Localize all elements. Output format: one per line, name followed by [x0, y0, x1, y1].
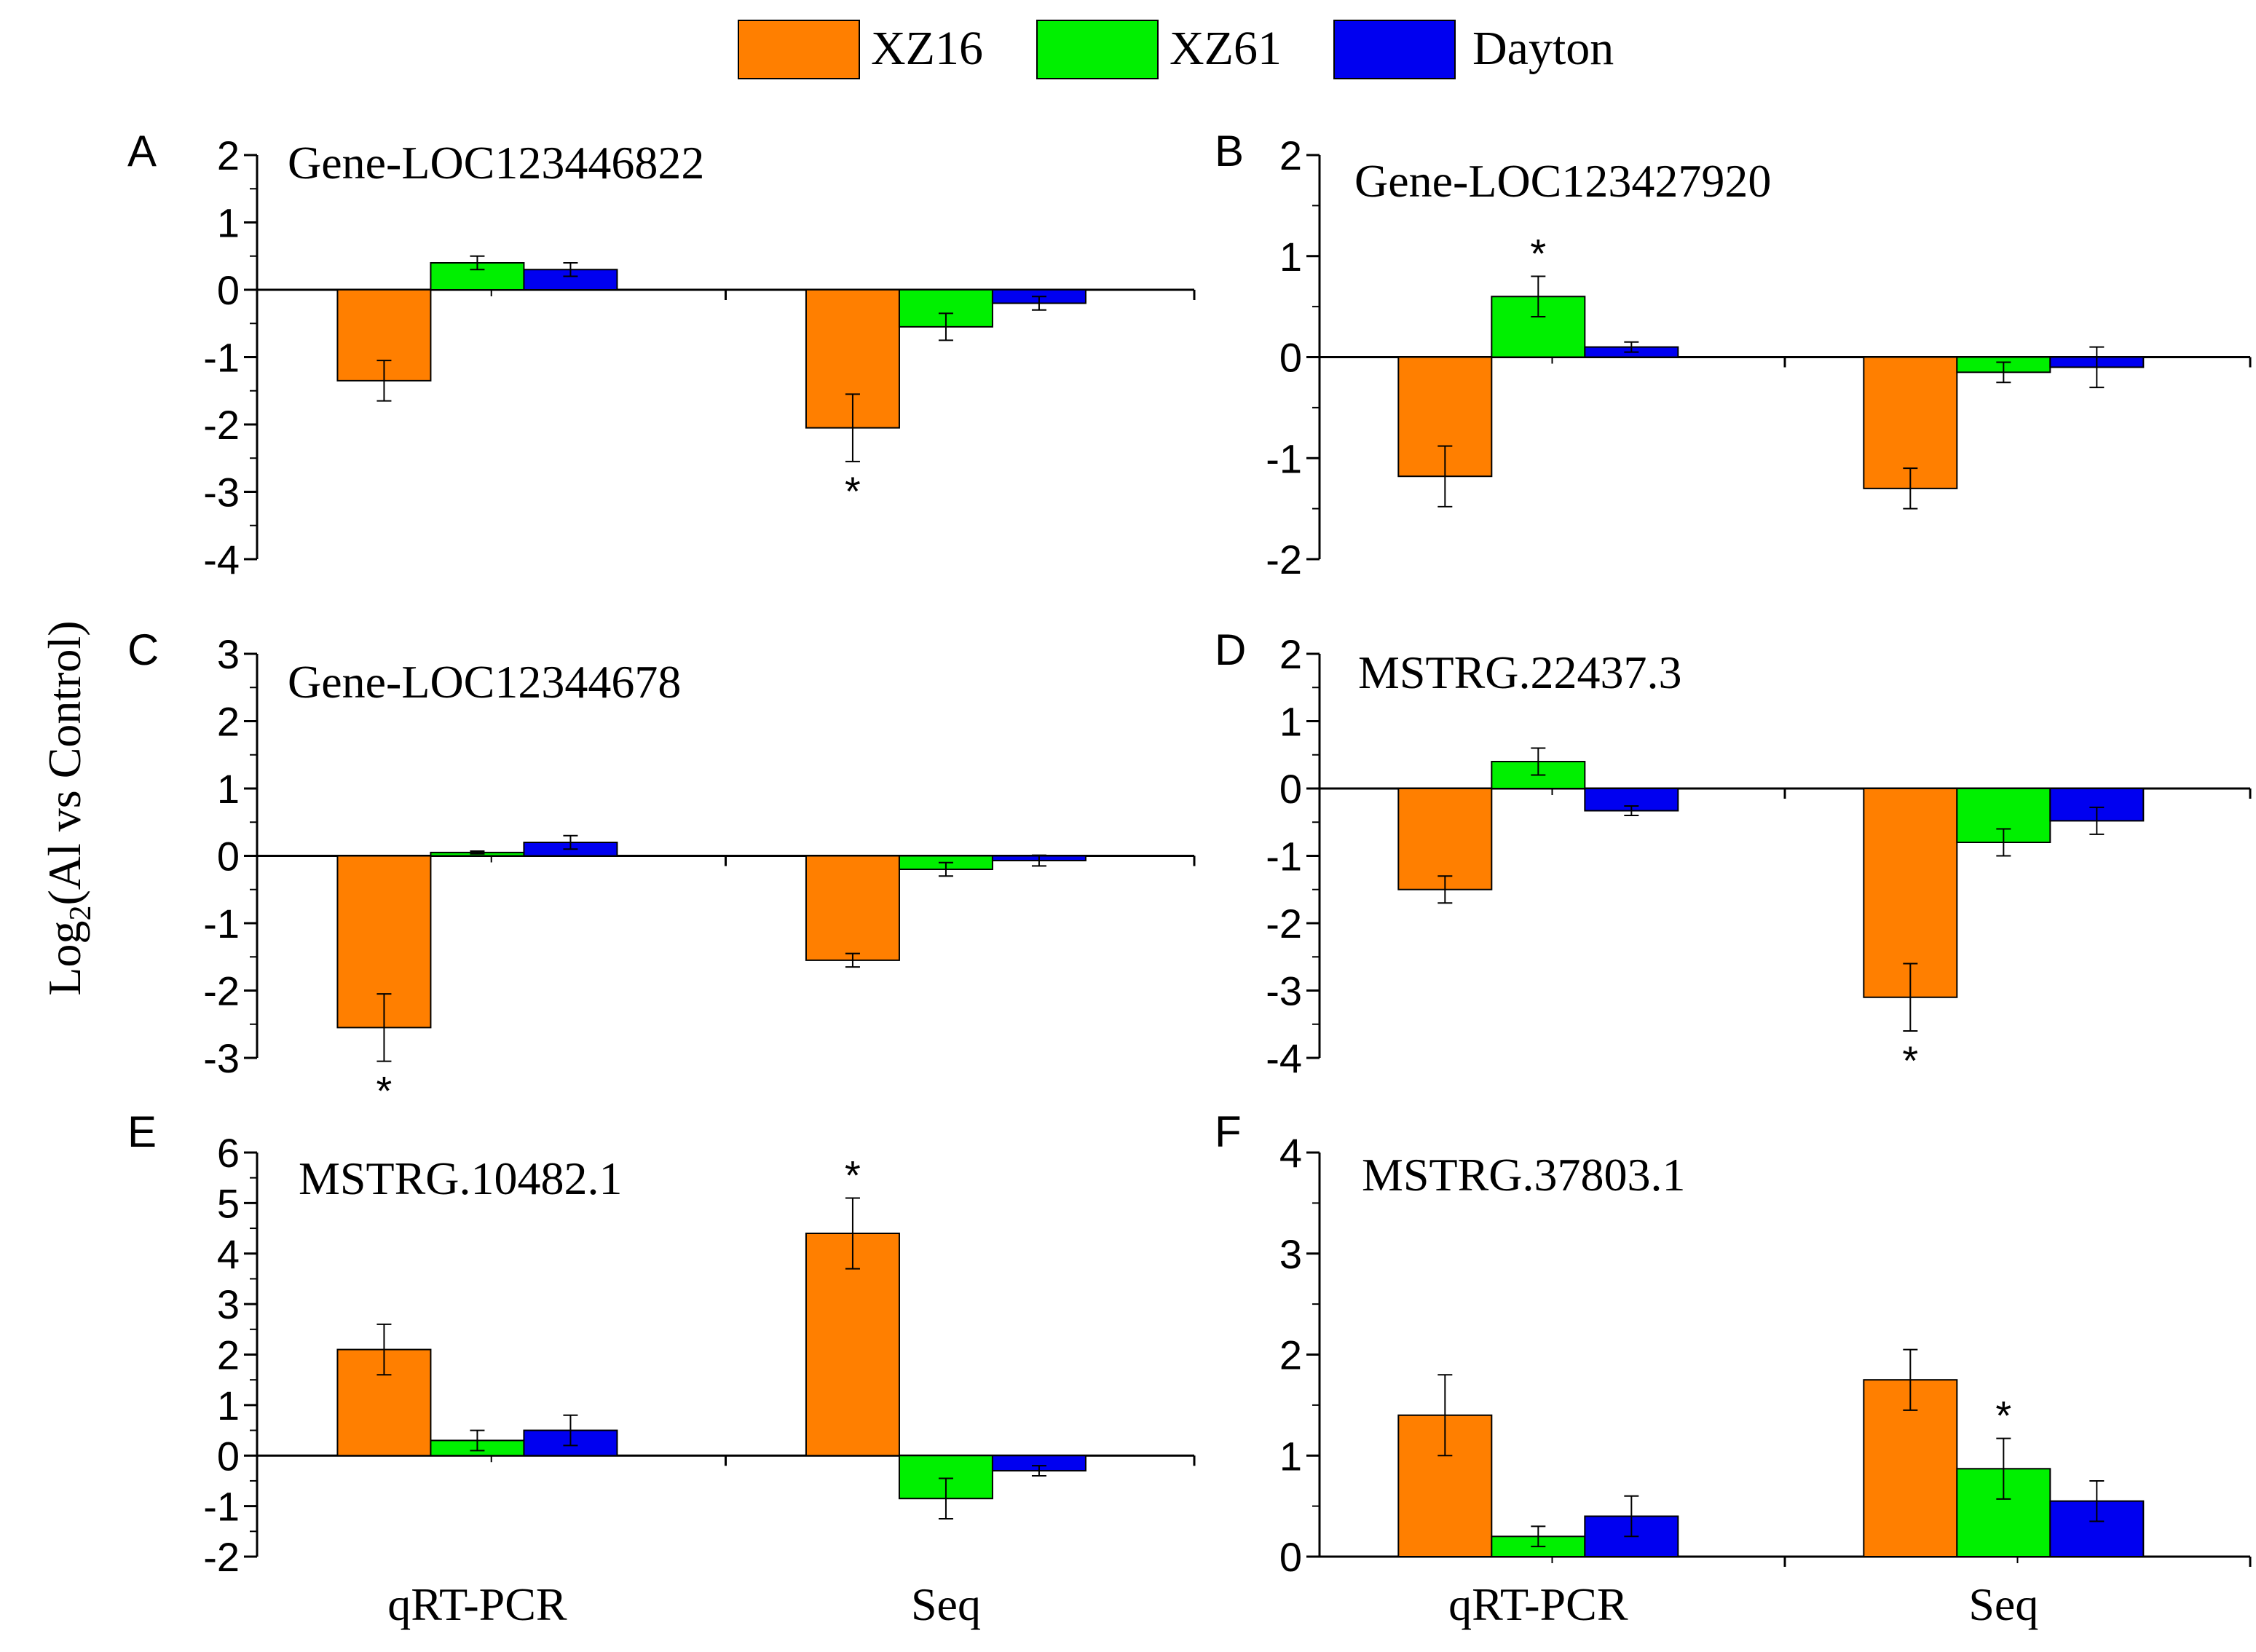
x-category-label: Seq	[911, 1578, 981, 1630]
panel-d: D MSTRG.22437.3 2 1 0 -1 -2 -3 -4 *	[1215, 625, 2252, 1083]
panels: A Gene-LOC123446822210-1-2-3-4*BGene-LOC1…	[127, 127, 2252, 1630]
significance-star: *	[1995, 1393, 2011, 1439]
y-tick-label: -2	[1266, 537, 1302, 582]
y-tick-label: 2	[1279, 631, 1302, 677]
legend-swatch-xz61	[1036, 20, 1159, 79]
y-tick-label: 4	[217, 1231, 240, 1277]
y-tick-label: 0	[217, 267, 240, 313]
bar-xz16-seq	[805, 855, 900, 961]
y-tick-label: -1	[203, 335, 240, 381]
panel-f: F MSTRG.37803.1 4 3 2 1 0 qRT-PCR * Seq	[1215, 1107, 2252, 1630]
y-axis-title-suffix: (Al vs Control)	[39, 620, 90, 905]
panel-letter: B	[1215, 127, 1244, 175]
y-tick-label: -2	[203, 402, 240, 448]
y-tick-label: -1	[203, 901, 240, 946]
panel-title: Gene-LOC123446822	[288, 137, 704, 189]
y-axis-title: Log2(Al vs Control)	[39, 620, 98, 995]
panel-letter: C	[127, 625, 159, 674]
y-axis-title-subscript: 2	[64, 906, 98, 921]
panel-title: MSTRG.22437.3	[1358, 647, 1682, 698]
legend: XZ16 XZ61 Dayton	[738, 20, 1614, 79]
y-tick-label: -3	[1266, 968, 1302, 1014]
legend-label-xz61: XZ61	[1170, 22, 1282, 75]
significance-star: *	[845, 1152, 861, 1198]
legend-swatch-dayton	[1333, 20, 1456, 79]
y-tick-label: 1	[1279, 1433, 1302, 1479]
y-tick-label: 0	[1279, 1534, 1302, 1580]
y-tick-label: 2	[1279, 133, 1302, 178]
y-tick-label: 2	[217, 133, 240, 178]
bar-xz16-seq	[1863, 356, 1958, 489]
y-tick-label: 0	[217, 834, 240, 880]
y-tick-label: 3	[1279, 1231, 1302, 1277]
y-tick-label: 2	[217, 699, 240, 745]
y-tick-label: 3	[217, 1281, 240, 1327]
panel-letter: A	[127, 127, 157, 175]
y-tick-label: 1	[217, 200, 240, 246]
y-tick-label: -2	[203, 1534, 240, 1580]
y-tick-label: 2	[217, 1332, 240, 1378]
panel-title: MSTRG.10482.1	[299, 1153, 623, 1204]
y-tick-label: 6	[217, 1130, 240, 1176]
panel-title: MSTRG.37803.1	[1362, 1149, 1686, 1201]
y-tick-label: -3	[203, 1035, 240, 1081]
y-tick-label: -1	[1266, 435, 1302, 481]
panel-letter: E	[127, 1107, 157, 1156]
panel-b: B Gene-LOC123427920 2 1 0 -1 -2 *	[1215, 127, 2252, 582]
panel-title: Gene-LOC12344678	[288, 656, 681, 708]
significance-star: *	[376, 1068, 393, 1114]
panel-a: A Gene-LOC123446822 2 1 0 -1 -2 -3 -4 *	[127, 127, 1196, 582]
y-axis-title-prefix: Log	[39, 921, 90, 996]
y-tick-label: 1	[217, 766, 240, 812]
legend-swatch-xz16	[738, 20, 860, 79]
bar-xz16-qrt-pcr	[1397, 788, 1493, 890]
panel-c: C Gene-LOC12344678 3 2 1 0 -1 -2 -3 *	[127, 625, 1196, 1114]
x-category-label: qRT-PCR	[1448, 1578, 1628, 1630]
x-category-label: qRT-PCR	[387, 1578, 567, 1630]
panel-letter: F	[1215, 1107, 1242, 1156]
y-tick-label: 3	[217, 631, 240, 677]
y-tick-label: 1	[1279, 699, 1302, 745]
y-tick-label: 1	[1279, 234, 1302, 280]
panel-title: Gene-LOC123427920	[1354, 155, 1771, 207]
legend-label-dayton: Dayton	[1472, 22, 1614, 75]
y-tick-label: 0	[217, 1433, 240, 1479]
bar-xz16-seq	[1863, 788, 1958, 998]
y-tick-label: -3	[203, 470, 240, 515]
panel-letter: D	[1215, 625, 1246, 674]
y-tick-label: -2	[1266, 901, 1302, 946]
y-tick-label: 1	[217, 1383, 240, 1428]
y-tick-label: -2	[203, 968, 240, 1014]
y-tick-label: 5	[217, 1180, 240, 1226]
y-tick-label: -1	[203, 1484, 240, 1530]
y-tick-label: -4	[203, 537, 240, 582]
significance-star: *	[1902, 1038, 1918, 1083]
y-tick-label: 4	[1279, 1130, 1302, 1176]
y-tick-label: -1	[1266, 834, 1302, 880]
significance-star: *	[1530, 231, 1546, 277]
legend-label-xz16: XZ16	[871, 22, 983, 75]
y-tick-label: 0	[1279, 766, 1302, 812]
y-tick-label: 2	[1279, 1332, 1302, 1378]
y-tick-label: 0	[1279, 335, 1302, 381]
y-tick-label: -4	[1266, 1035, 1302, 1081]
significance-star: *	[845, 468, 861, 514]
x-category-label: Seq	[1968, 1578, 2038, 1630]
